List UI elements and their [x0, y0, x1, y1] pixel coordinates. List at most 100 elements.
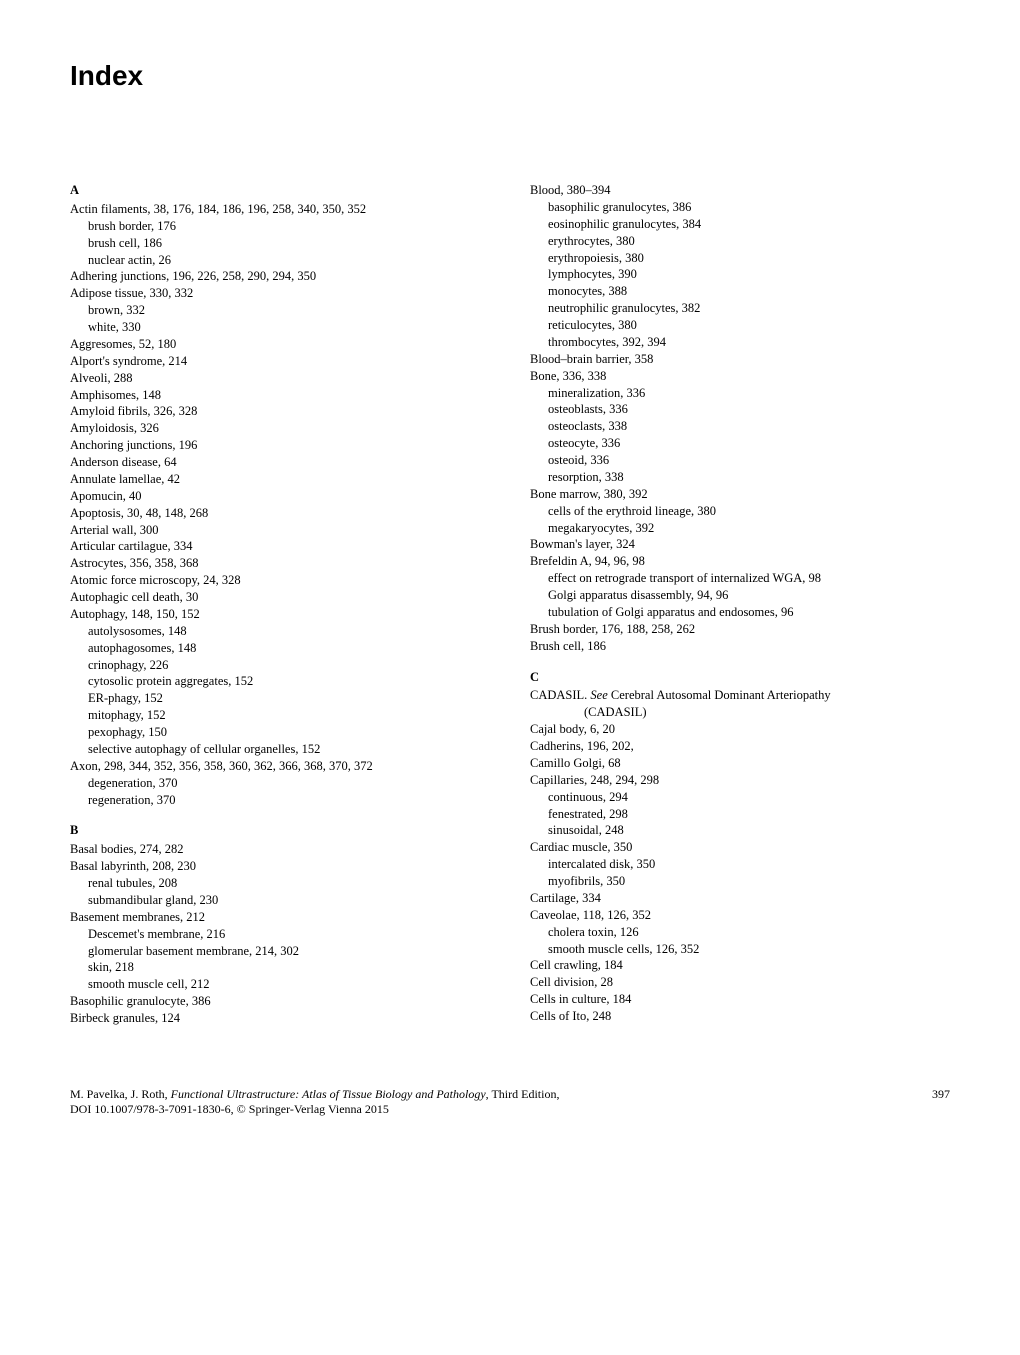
index-entry: Basement membranes, 212	[70, 909, 490, 926]
index-entry: Atomic force microscopy, 24, 328	[70, 572, 490, 589]
index-entry: Capillaries, 248, 294, 298	[530, 772, 950, 789]
footer-edition: , Third Edition,	[486, 1087, 560, 1101]
index-entry: Cajal body, 6, 20	[530, 721, 950, 738]
index-entry: Apoptosis, 30, 48, 148, 268	[70, 505, 490, 522]
index-entry: Brush cell, 186	[530, 638, 950, 655]
index-entry: Articular cartilague, 334	[70, 538, 490, 555]
index-entry: Alveoli, 288	[70, 370, 490, 387]
index-sub-entry: osteoid, 336	[530, 452, 950, 469]
index-sub-entry: Golgi apparatus disassembly, 94, 96	[530, 587, 950, 604]
index-sub-entry: selective autophagy of cellular organell…	[70, 741, 490, 758]
index-entry: Cadherins, 196, 202,	[530, 738, 950, 755]
index-entry: Aggresomes, 52, 180	[70, 336, 490, 353]
index-entry: Anchoring junctions, 196	[70, 437, 490, 454]
index-entry: Blood, 380–394	[530, 182, 950, 199]
index-subsub-entry: (CADASIL)	[530, 704, 950, 721]
index-sub-entry: eosinophilic granulocytes, 384	[530, 216, 950, 233]
index-entry: Basophilic granulocyte, 386	[70, 993, 490, 1010]
index-sub-entry: reticulocytes, 380	[530, 317, 950, 334]
index-entry: Actin filaments, 38, 176, 184, 186, 196,…	[70, 201, 490, 218]
right-column: Blood, 380–394basophilic granulocytes, 3…	[530, 182, 950, 1027]
index-sub-entry: thrombocytes, 392, 394	[530, 334, 950, 351]
index-sub-entry: ER-phagy, 152	[70, 690, 490, 707]
index-entry: Bone, 336, 338	[530, 368, 950, 385]
index-sub-entry: neutrophilic granulocytes, 382	[530, 300, 950, 317]
section-letter: A	[70, 182, 490, 199]
footer-citation: M. Pavelka, J. Roth, Functional Ultrastr…	[70, 1087, 559, 1117]
index-entry: Alport's syndrome, 214	[70, 353, 490, 370]
index-entry: Blood–brain barrier, 358	[530, 351, 950, 368]
index-sub-entry: erythrocytes, 380	[530, 233, 950, 250]
footer: M. Pavelka, J. Roth, Functional Ultrastr…	[70, 1087, 950, 1117]
index-entry: Amyloid fibrils, 326, 328	[70, 403, 490, 420]
index-entry: Arterial wall, 300	[70, 522, 490, 539]
index-entry: CADASIL. See Cerebral Autosomal Dominant…	[530, 687, 950, 704]
index-sub-entry: brush cell, 186	[70, 235, 490, 252]
index-sub-entry: intercalated disk, 350	[530, 856, 950, 873]
index-sub-entry: pexophagy, 150	[70, 724, 490, 741]
footer-page-number: 397	[932, 1087, 950, 1117]
index-sub-entry: renal tubules, 208	[70, 875, 490, 892]
index-sub-entry: myofibrils, 350	[530, 873, 950, 890]
footer-book-title: Functional Ultrastructure: Atlas of Tiss…	[171, 1087, 486, 1101]
index-entry: Astrocytes, 356, 358, 368	[70, 555, 490, 572]
index-columns: A Actin filaments, 38, 176, 184, 186, 196…	[70, 182, 950, 1027]
index-entry: Autophagic cell death, 30	[70, 589, 490, 606]
index-sub-entry: cytosolic protein aggregates, 152	[70, 673, 490, 690]
index-sub-entry: autophagosomes, 148	[70, 640, 490, 657]
footer-authors: M. Pavelka, J. Roth,	[70, 1087, 171, 1101]
index-sub-entry: effect on retrograde transport of intern…	[530, 570, 950, 587]
index-entry: Cell crawling, 184	[530, 957, 950, 974]
index-sub-entry: crinophagy, 226	[70, 657, 490, 674]
index-sub-entry: cholera toxin, 126	[530, 924, 950, 941]
index-entry: Autophagy, 148, 150, 152	[70, 606, 490, 623]
index-entry: Cells in culture, 184	[530, 991, 950, 1008]
index-entry: Camillo Golgi, 68	[530, 755, 950, 772]
index-entry: Basal bodies, 274, 282	[70, 841, 490, 858]
index-sub-entry: submandibular gland, 230	[70, 892, 490, 909]
index-sub-entry: glomerular basement membrane, 214, 302	[70, 943, 490, 960]
index-entry: Cartilage, 334	[530, 890, 950, 907]
index-entry: Birbeck granules, 124	[70, 1010, 490, 1027]
index-sub-entry: mineralization, 336	[530, 385, 950, 402]
index-sub-entry: basophilic granulocytes, 386	[530, 199, 950, 216]
index-entry: Adhering junctions, 196, 226, 258, 290, …	[70, 268, 490, 285]
index-entry: Apomucin, 40	[70, 488, 490, 505]
left-column: A Actin filaments, 38, 176, 184, 186, 196…	[70, 182, 490, 1027]
index-sub-entry: monocytes, 388	[530, 283, 950, 300]
index-sub-entry: brush border, 176	[70, 218, 490, 235]
index-sub-entry: Descemet's membrane, 216	[70, 926, 490, 943]
index-sub-entry: erythropoiesis, 380	[530, 250, 950, 267]
index-sub-entry: osteoblasts, 336	[530, 401, 950, 418]
index-sub-entry: sinusoidal, 248	[530, 822, 950, 839]
index-sub-entry: autolysosomes, 148	[70, 623, 490, 640]
section-letter: C	[530, 669, 950, 686]
index-entry: Brush border, 176, 188, 258, 262	[530, 621, 950, 638]
index-sub-entry: fenestrated, 298	[530, 806, 950, 823]
index-sub-entry: smooth muscle cells, 126, 352	[530, 941, 950, 958]
index-sub-entry: osteoclasts, 338	[530, 418, 950, 435]
index-sub-entry: tubulation of Golgi apparatus and endoso…	[530, 604, 950, 621]
index-entry: Brefeldin A, 94, 96, 98	[530, 553, 950, 570]
index-entry: Cell division, 28	[530, 974, 950, 991]
index-sub-entry: white, 330	[70, 319, 490, 336]
index-sub-entry: resorption, 338	[530, 469, 950, 486]
index-sub-entry: osteocyte, 336	[530, 435, 950, 452]
index-entry: Basal labyrinth, 208, 230	[70, 858, 490, 875]
index-sub-entry: mitophagy, 152	[70, 707, 490, 724]
index-sub-entry: continuous, 294	[530, 789, 950, 806]
index-sub-entry: brown, 332	[70, 302, 490, 319]
index-entry: Caveolae, 118, 126, 352	[530, 907, 950, 924]
footer-doi: DOI 10.1007/978-3-7091-1830-6, © Springe…	[70, 1102, 389, 1116]
index-entry: Annulate lamellae, 42	[70, 471, 490, 488]
index-sub-entry: smooth muscle cell, 212	[70, 976, 490, 993]
index-entry: Anderson disease, 64	[70, 454, 490, 471]
index-entry: Bowman's layer, 324	[530, 536, 950, 553]
index-entry: Amyloidosis, 326	[70, 420, 490, 437]
index-entry: Adipose tissue, 330, 332	[70, 285, 490, 302]
index-sub-entry: nuclear actin, 26	[70, 252, 490, 269]
index-sub-entry: degeneration, 370	[70, 775, 490, 792]
index-entry: Bone marrow, 380, 392	[530, 486, 950, 503]
index-sub-entry: skin, 218	[70, 959, 490, 976]
index-sub-entry: cells of the erythroid lineage, 380	[530, 503, 950, 520]
